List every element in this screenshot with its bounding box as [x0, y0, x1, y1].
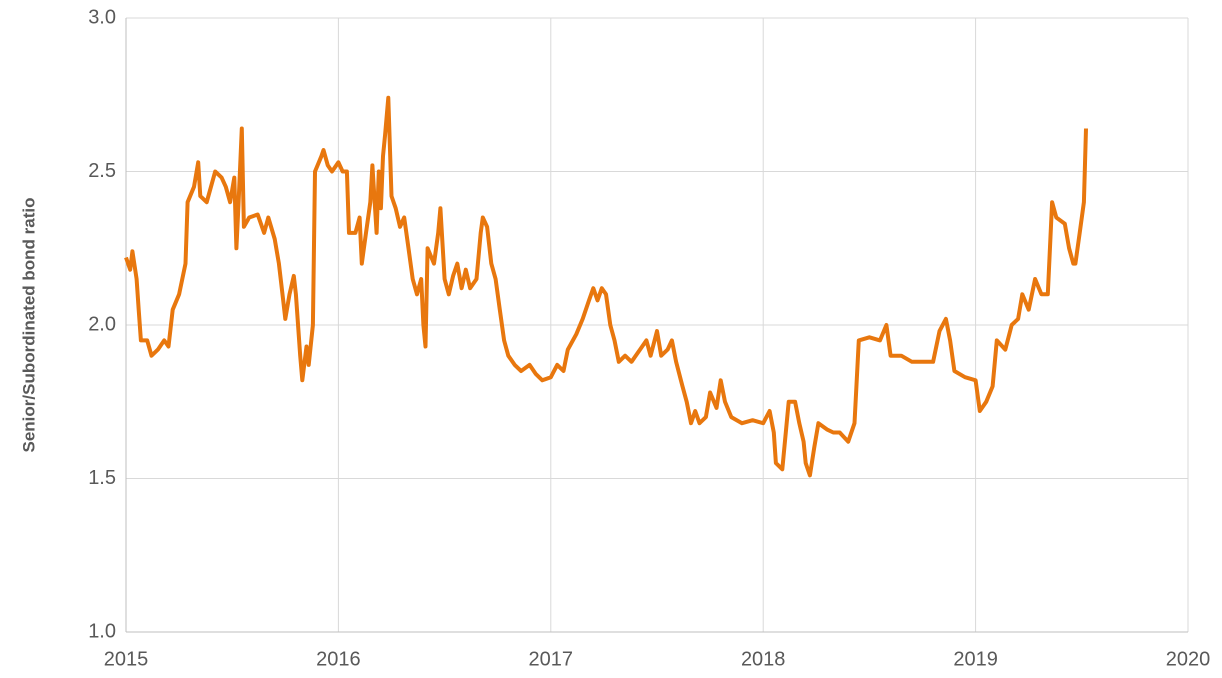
y-tick-label: 3.0: [88, 6, 116, 28]
x-tick-label: 2018: [741, 648, 786, 670]
line: [124, 95, 1088, 478]
y-tick-label: 2.5: [88, 160, 116, 182]
x-tick-label: 2019: [953, 648, 998, 670]
x-tick-label: 2017: [529, 648, 574, 670]
y-tick-label: 2.0: [88, 313, 116, 335]
x-tick-label: 2016: [316, 648, 361, 670]
y-axis-label: Senior/Subordinated bond ratio: [19, 198, 38, 453]
x-tick-label: 2015: [104, 648, 149, 670]
y-tick-label: 1.0: [88, 620, 116, 642]
y-tick-label: 1.5: [88, 467, 116, 489]
x-tick-label: 2020: [1166, 648, 1211, 670]
